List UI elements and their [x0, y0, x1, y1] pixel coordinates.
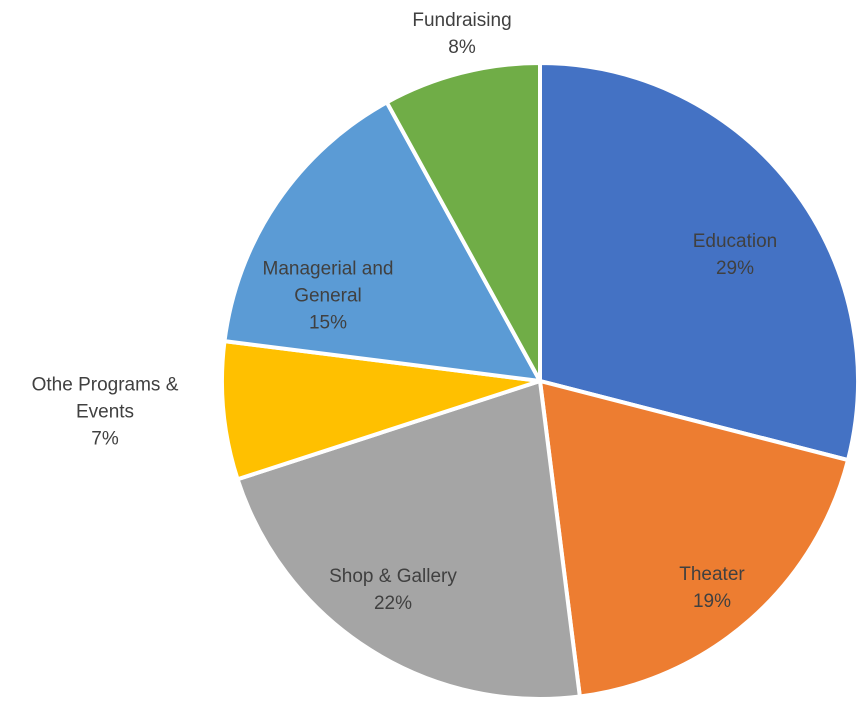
category-label: Education: [692, 231, 778, 252]
pie-slice: [384, 61, 542, 383]
slice-label: Shop & Gallery 22%: [293, 563, 493, 617]
value-label: 22%: [373, 593, 413, 614]
slice-label: Othe Programs & Events 7%: [0, 372, 210, 453]
pie-slice: [538, 61, 860, 463]
value-label: 19%: [692, 591, 732, 612]
category-label: Fundraising: [412, 10, 512, 31]
slice-label: Fundraising 8%: [382, 7, 542, 61]
category-label: Shop & Gallery: [329, 566, 457, 587]
pie-slice: [222, 100, 542, 383]
category-label: Othe Programs & Events: [31, 374, 179, 423]
pie-slice: [235, 379, 582, 701]
value-label: 8%: [448, 37, 476, 58]
slice-label: Education 29%: [655, 228, 815, 282]
slice-label: Theater 19%: [642, 561, 782, 615]
value-label: 15%: [308, 312, 348, 334]
pie-slice: [220, 339, 542, 482]
value-label: 29%: [715, 258, 755, 279]
category-label: Managerial and General: [262, 258, 394, 307]
pie-slice: [538, 379, 851, 699]
value-label: 7%: [91, 428, 119, 450]
category-label: Theater: [679, 564, 745, 585]
slice-label: Managerial and General 15%: [233, 256, 423, 337]
